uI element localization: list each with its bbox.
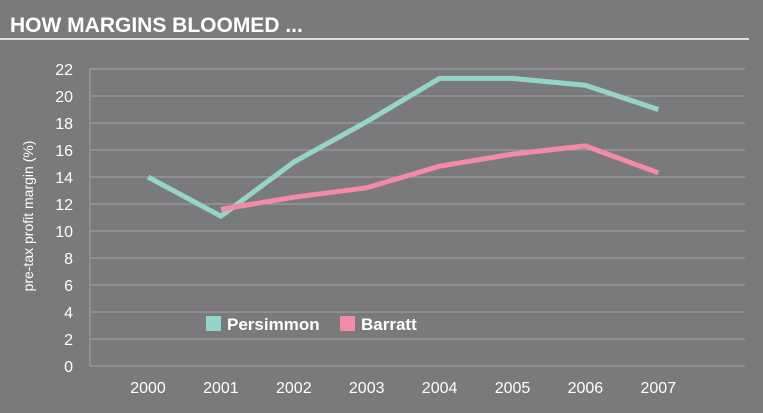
gridlines xyxy=(89,68,745,367)
x-tick-label: 2001 xyxy=(203,380,239,397)
y-tick-label: 0 xyxy=(64,359,73,376)
y-tick-label: 4 xyxy=(64,305,73,322)
x-tick-label: 2007 xyxy=(641,380,677,397)
x-tick-label: 2000 xyxy=(130,380,166,397)
x-axis-ticks: 2000 2001 2002 2003 2004 2005 2006 2007 xyxy=(130,380,676,397)
x-tick-label: 2005 xyxy=(495,380,531,397)
y-tick-label: 16 xyxy=(55,143,73,160)
y-axis-ticks: 0 2 4 6 8 10 12 14 16 18 20 22 xyxy=(55,62,73,376)
x-tick-label: 2004 xyxy=(422,380,458,397)
x-tick-label: 2006 xyxy=(568,380,604,397)
series-lines xyxy=(146,75,660,219)
y-tick-label: 18 xyxy=(55,116,73,133)
legend-label-barratt: Barratt xyxy=(361,315,417,334)
y-tick-label: 8 xyxy=(64,251,73,268)
legend-swatch-persimmon xyxy=(206,316,221,331)
y-tick-label: 14 xyxy=(55,170,73,187)
y-axis-label: pre-tax profit margin (%) xyxy=(20,141,36,292)
y-tick-label: 12 xyxy=(55,197,73,214)
y-tick-label: 6 xyxy=(64,278,73,295)
x-tick-label: 2002 xyxy=(276,380,312,397)
y-tick-label: 2 xyxy=(64,332,73,349)
legend: Persimmon Barratt xyxy=(206,315,417,334)
series-line-barratt xyxy=(220,143,660,212)
y-tick-label: 10 xyxy=(55,224,73,241)
chart-title: HOW MARGINS BLOOMED ... xyxy=(10,14,303,37)
legend-label-persimmon: Persimmon xyxy=(227,315,320,334)
x-tick-label: 2003 xyxy=(349,380,385,397)
y-tick-label: 20 xyxy=(55,89,73,106)
legend-swatch-barratt xyxy=(340,316,355,331)
y-tick-label: 22 xyxy=(55,62,73,79)
